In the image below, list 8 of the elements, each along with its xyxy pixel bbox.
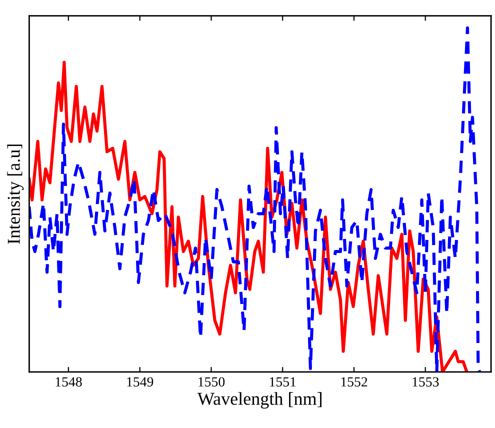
x-tick-label: 1552 [341,377,368,387]
x-tick-label: 1549 [127,377,154,387]
x-axis-title: Wavelength [nm] [197,392,322,409]
x-tick-label: 1548 [56,377,82,387]
y-axis-title: Intensity [a.u] [7,144,24,244]
x-tick-label: 1551 [270,377,296,387]
x-tick-label: 1550 [198,377,225,387]
x-tick-label: 1553 [412,377,439,387]
